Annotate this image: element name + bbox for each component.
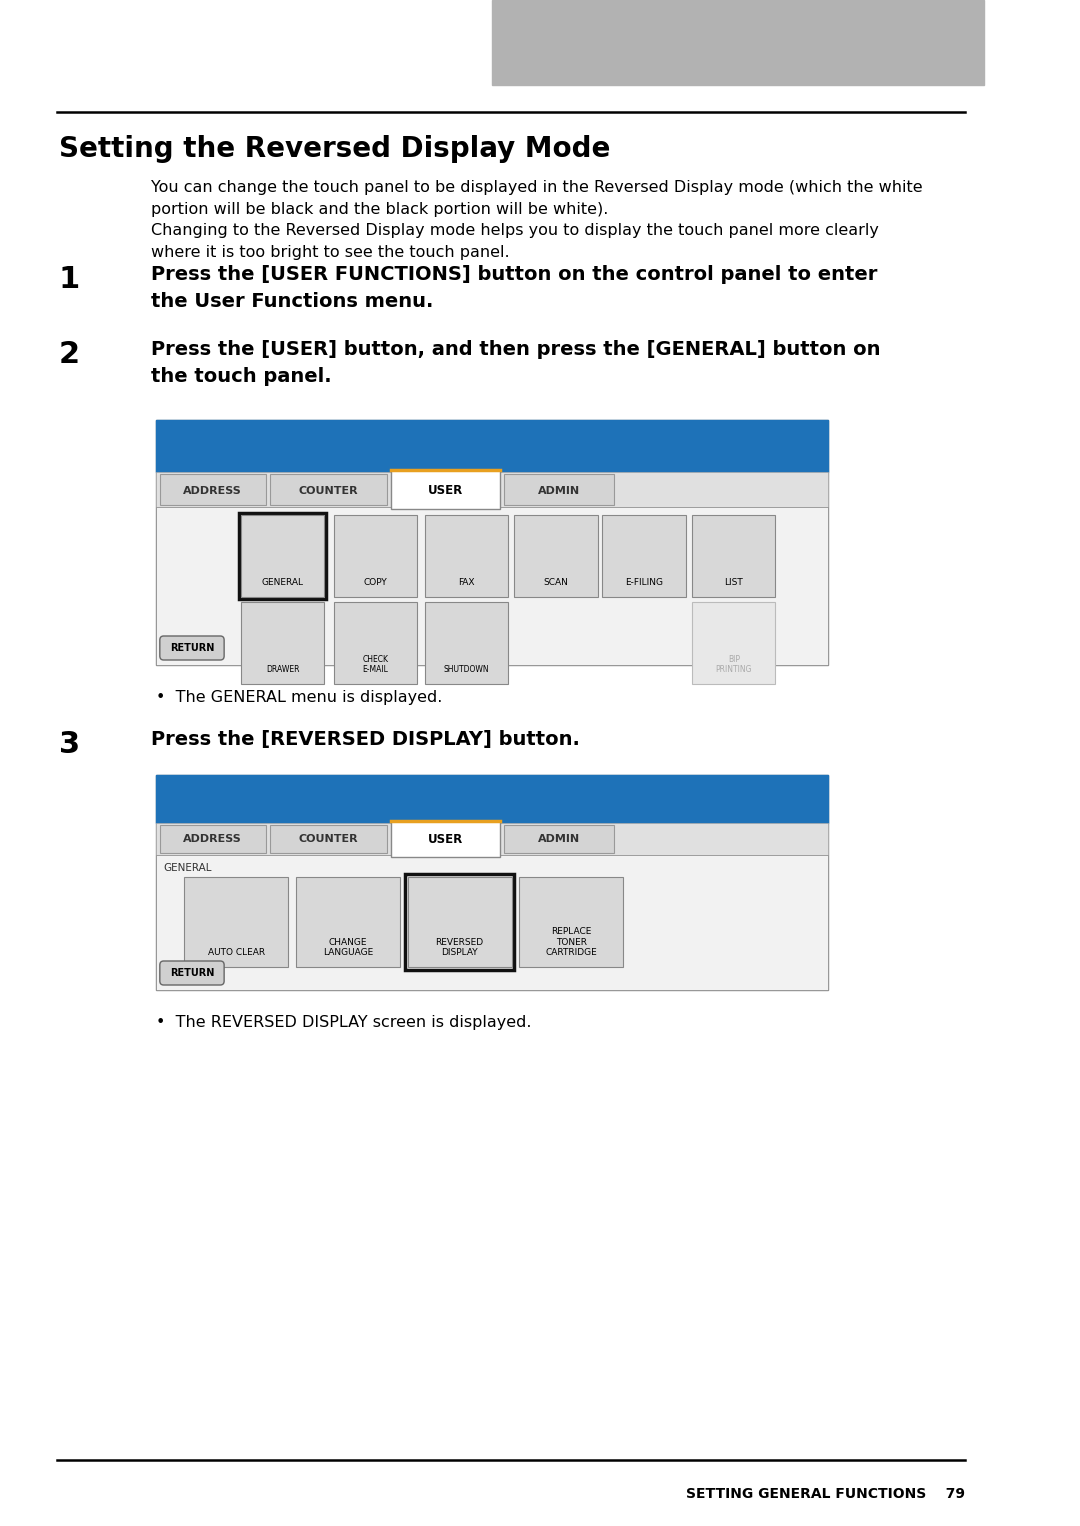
Bar [156,420,827,665]
Text: Press the [USER FUNCTIONS] button on the control panel to enter
the User Functio: Press the [USER FUNCTIONS] button on the… [151,266,878,310]
Bar [156,472,827,507]
Bar [156,775,827,990]
Text: SHUTDOWN: SHUTDOWN [444,665,489,674]
Text: REVERSED
DISPLAY: REVERSED DISPLAY [435,937,484,957]
Text: BIP
PRINTING: BIP PRINTING [716,655,752,674]
Bar [407,877,512,967]
Bar [156,775,827,823]
Text: AUTO CLEAR: AUTO CLEAR [207,948,265,957]
Text: Press the [USER] button, and then press the [GENERAL] button on
the touch panel.: Press the [USER] button, and then press … [151,340,881,386]
Bar [334,514,417,597]
Bar [296,877,400,967]
Bar [270,826,387,853]
Bar [241,514,324,597]
Text: GENERAL: GENERAL [163,864,212,873]
Bar [504,475,613,505]
FancyBboxPatch shape [160,961,225,984]
Text: ADMIN: ADMIN [538,835,580,844]
Bar [603,514,686,597]
Text: SCAN: SCAN [543,578,568,588]
Bar [519,877,623,967]
Text: RETURN: RETURN [170,967,214,978]
Bar [504,826,613,853]
Text: CHECK
E-MAIL: CHECK E-MAIL [363,655,389,674]
Text: ADDRESS: ADDRESS [184,835,242,844]
Text: E-FILING: E-FILING [625,578,663,588]
Bar [692,514,775,597]
Bar [270,475,387,505]
Bar [160,826,266,853]
Text: You can change the touch panel to be displayed in the Reversed Display mode (whi: You can change the touch panel to be dis… [151,180,923,259]
Text: 1: 1 [58,266,80,295]
FancyBboxPatch shape [160,636,225,661]
Text: 3: 3 [58,729,80,758]
Text: DRAWER: DRAWER [266,665,299,674]
Text: ADDRESS: ADDRESS [184,485,242,496]
Bar [424,601,508,684]
Text: Press the [REVERSED DISPLAY] button.: Press the [REVERSED DISPLAY] button. [151,729,580,749]
Bar [491,0,984,85]
Text: RETURN: RETURN [170,642,214,653]
Bar [241,601,324,684]
Bar [156,855,827,990]
Bar [692,601,775,684]
Text: ADMIN: ADMIN [538,485,580,496]
Bar [424,514,508,597]
Text: •  The REVERSED DISPLAY screen is displayed.: • The REVERSED DISPLAY screen is display… [156,1015,531,1030]
Text: COUNTER: COUNTER [298,835,357,844]
Bar [160,475,266,505]
Text: CHANGE
LANGUAGE: CHANGE LANGUAGE [323,937,374,957]
Text: REPLACE
TONER
CARTRIDGE: REPLACE TONER CARTRIDGE [545,928,597,957]
Text: Setting the Reversed Display Mode: Setting the Reversed Display Mode [58,134,610,163]
Text: USER: USER [428,833,463,845]
Bar [391,470,500,510]
Bar [156,420,827,472]
Text: FAX: FAX [458,578,474,588]
Text: GENERAL: GENERAL [261,578,303,588]
Bar [185,877,288,967]
Text: •  The GENERAL menu is displayed.: • The GENERAL menu is displayed. [156,690,443,705]
Bar [240,513,326,600]
Bar [391,821,500,858]
Bar [514,514,597,597]
Text: USER: USER [428,484,463,497]
Bar [156,507,827,665]
Bar [405,874,514,971]
Text: SETTING GENERAL FUNCTIONS    79: SETTING GENERAL FUNCTIONS 79 [686,1486,964,1502]
Text: LIST: LIST [725,578,743,588]
Bar [156,823,827,855]
Text: COPY: COPY [364,578,388,588]
Text: COUNTER: COUNTER [298,485,357,496]
Text: 2: 2 [58,340,80,369]
Bar [334,601,417,684]
